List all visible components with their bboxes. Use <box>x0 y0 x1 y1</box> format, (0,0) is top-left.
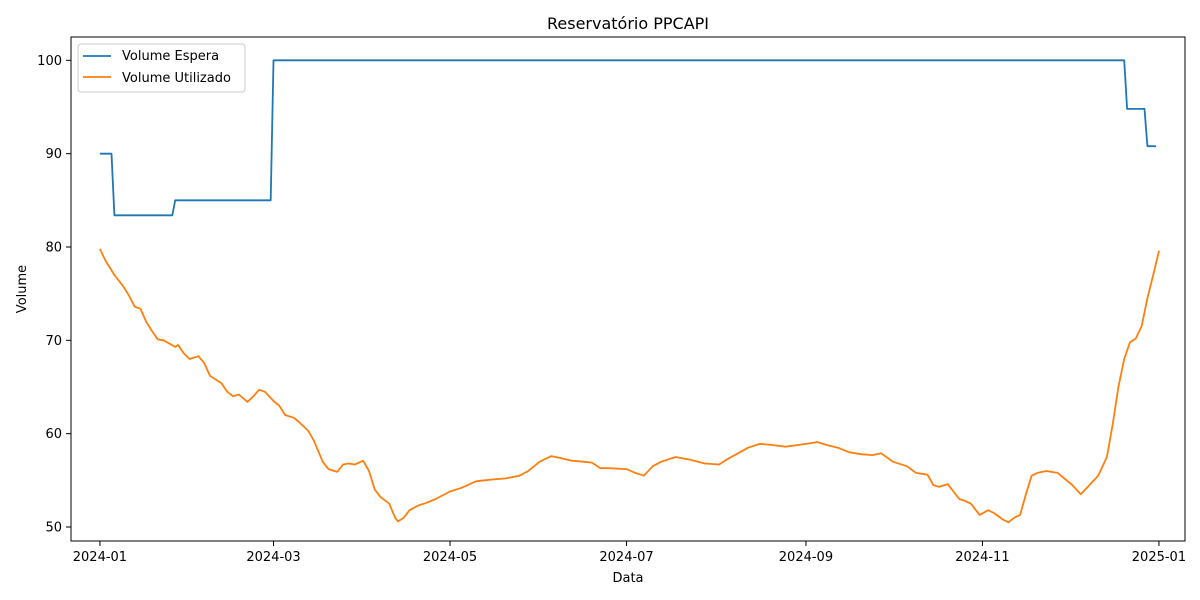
x-tick-label: 2025-01 <box>1132 550 1186 565</box>
x-tick-label: 2024-11 <box>955 550 1009 565</box>
legend-box <box>77 43 246 93</box>
x-tick-label: 2024-07 <box>599 550 653 565</box>
chart-title: Reservatório PPCAPI <box>547 14 709 33</box>
plot-frame <box>70 36 1186 542</box>
y-tick-label: 90 <box>45 147 62 162</box>
x-axis: 2024-01 2024-03 2024-05 2024-07 2024-09 2024-… <box>73 541 1186 565</box>
legend: Volume Espera Volume Utilizado <box>77 43 246 93</box>
x-tick-label: 2024-09 <box>779 550 833 565</box>
legend-label-volume-espera: Volume Espera <box>122 49 219 64</box>
y-axis-label: Volume <box>15 265 30 313</box>
y-tick-label: 80 <box>45 241 62 256</box>
series-line-volume-utilizado <box>99 248 1160 524</box>
series-layer <box>99 59 1160 524</box>
y-axis: 50 60 70 80 90 100 <box>37 54 71 536</box>
y-tick-label: 100 <box>37 54 62 69</box>
y-tick-label: 50 <box>45 521 62 536</box>
x-tick-label: 2024-03 <box>246 550 300 565</box>
x-tick-label: 2024-01 <box>73 550 127 565</box>
x-tick-label: 2024-05 <box>423 550 477 565</box>
series-line-volume-espera <box>99 59 1157 217</box>
y-tick-label: 70 <box>45 334 62 349</box>
legend-label-volume-utilizado: Volume Utilizado <box>122 71 231 86</box>
x-axis-label: Data <box>612 571 643 586</box>
y-tick-label: 60 <box>45 427 62 442</box>
